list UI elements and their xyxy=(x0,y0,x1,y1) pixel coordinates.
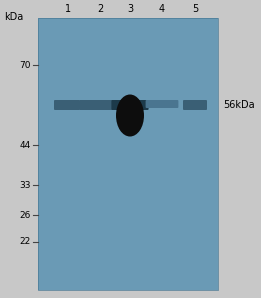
FancyBboxPatch shape xyxy=(54,100,70,110)
FancyBboxPatch shape xyxy=(146,100,179,108)
Text: 3: 3 xyxy=(127,4,133,14)
Text: 26: 26 xyxy=(20,210,31,220)
Text: 56kDa: 56kDa xyxy=(223,100,255,110)
Text: 70: 70 xyxy=(20,60,31,69)
FancyBboxPatch shape xyxy=(183,100,197,110)
FancyBboxPatch shape xyxy=(111,100,149,110)
Text: 1: 1 xyxy=(65,4,71,14)
Text: 4: 4 xyxy=(159,4,165,14)
FancyBboxPatch shape xyxy=(79,100,121,110)
Text: 2: 2 xyxy=(97,4,103,14)
Text: 5: 5 xyxy=(192,4,198,14)
Bar xyxy=(38,18,218,290)
Text: 33: 33 xyxy=(20,181,31,190)
FancyBboxPatch shape xyxy=(64,100,80,110)
Ellipse shape xyxy=(116,94,144,136)
Text: 44: 44 xyxy=(20,140,31,150)
FancyBboxPatch shape xyxy=(193,100,207,110)
Text: 22: 22 xyxy=(20,238,31,246)
Text: kDa: kDa xyxy=(4,12,23,22)
Bar xyxy=(38,18,218,290)
